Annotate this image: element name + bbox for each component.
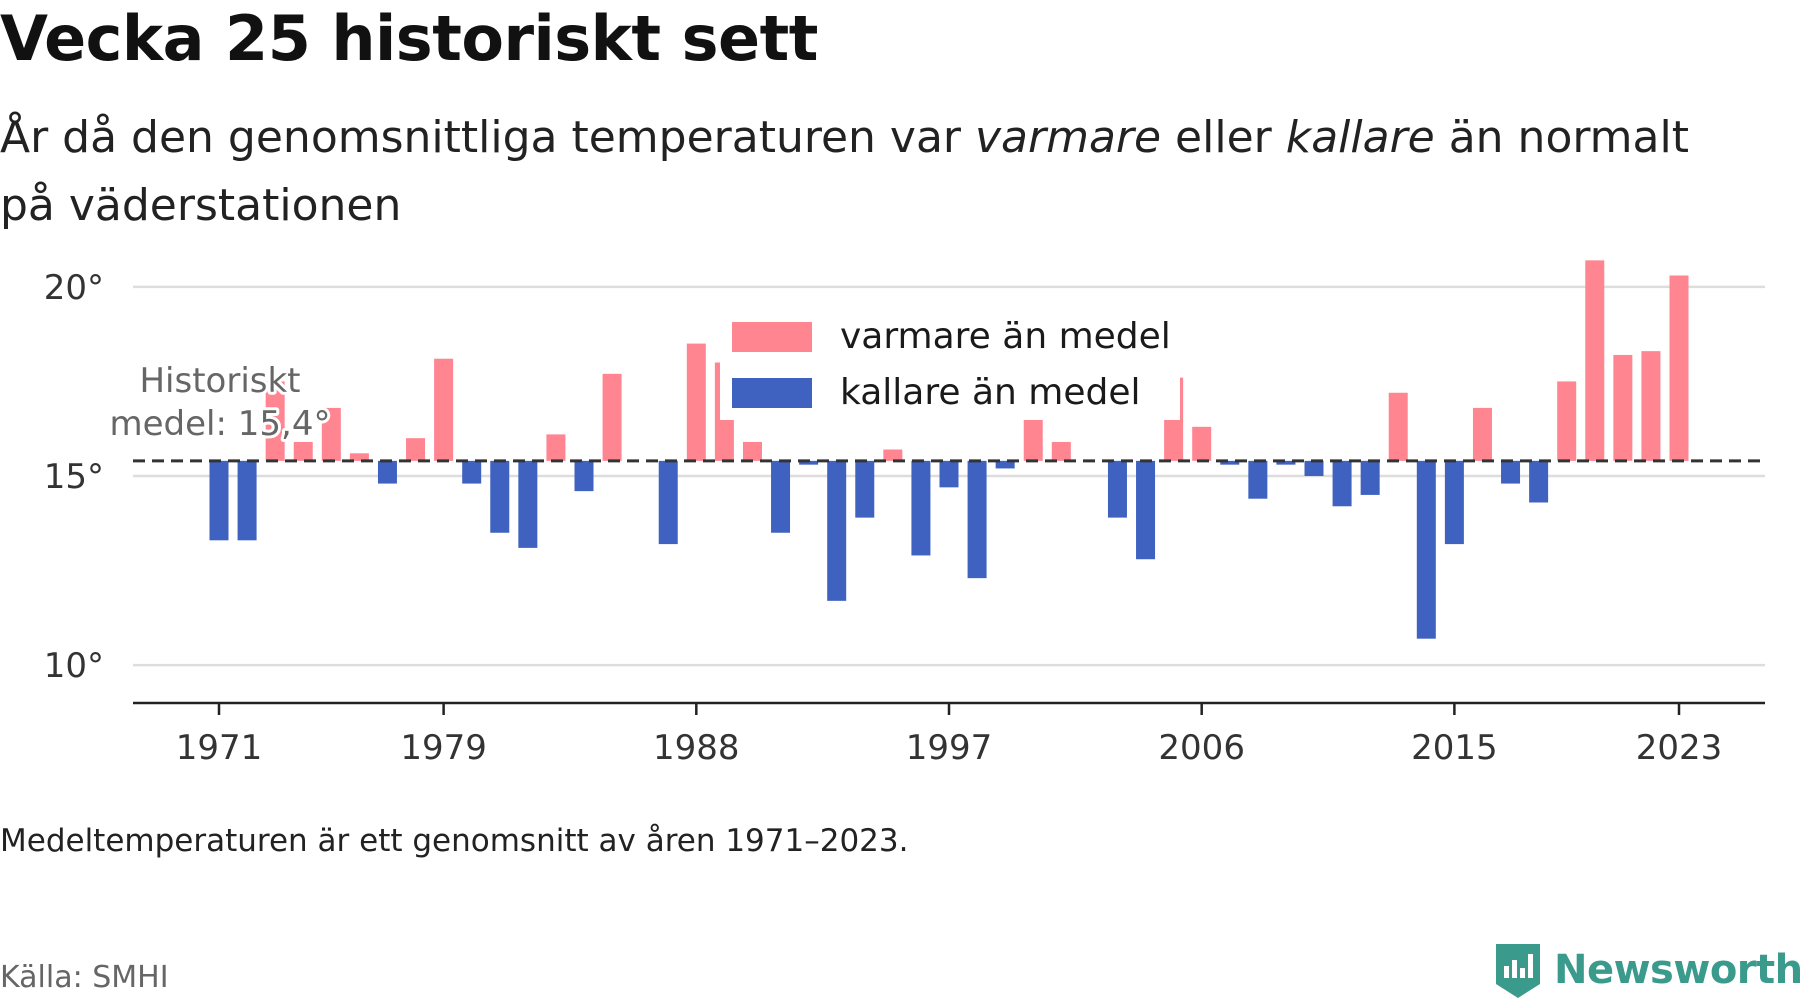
y-axis: 10° 15° 20° [44, 268, 104, 686]
bar-1978 [406, 438, 426, 461]
bar-2007 [1220, 460, 1240, 465]
bar-1996 [911, 460, 931, 556]
bar-1975 [321, 407, 341, 461]
bar-2019 [1557, 381, 1577, 461]
chart-title: Vecka 25 historiskt sett [0, 2, 818, 75]
x-tick-label: 1979 [400, 728, 487, 768]
bar-1998 [967, 460, 987, 579]
bar-2001 [1051, 441, 1071, 461]
bar-1979 [434, 358, 454, 461]
bar-1982 [518, 460, 538, 548]
bar-1971 [209, 460, 229, 541]
bar-1974 [293, 441, 313, 461]
legend-label-cold: kallare än medel [840, 372, 1140, 413]
bar-2010 [1304, 460, 1324, 476]
bar-1993 [827, 460, 847, 601]
x-tick-label: 2006 [1158, 728, 1245, 768]
subtitle-part-2: eller [1161, 112, 1286, 163]
bar-2009 [1276, 460, 1296, 465]
bar-1997 [939, 460, 959, 488]
bar-2018 [1529, 460, 1549, 503]
bar-1985 [602, 373, 622, 461]
newsworthy-logo-icon [1496, 944, 1540, 998]
bar-1990 [742, 441, 762, 461]
y-tick-label: 20° [44, 268, 104, 308]
bar-2015 [1444, 460, 1464, 545]
x-tick-label: 1988 [653, 728, 740, 768]
x-tick-label: 2023 [1636, 728, 1723, 768]
bar-1987 [658, 460, 678, 545]
bar-1988 [686, 343, 706, 461]
subtitle-part-3: än normalt på väderstationen [0, 112, 1689, 231]
bar-2020 [1585, 260, 1605, 461]
y-tick-label: 10° [44, 646, 104, 686]
bar-2011 [1332, 460, 1352, 507]
bar-1980 [462, 460, 482, 484]
bar-2012 [1360, 460, 1380, 495]
bar-2014 [1416, 460, 1436, 639]
bar-2013 [1388, 392, 1408, 461]
bar-1973 [265, 381, 285, 461]
bar-2000 [1023, 407, 1043, 461]
bar-1991 [771, 460, 791, 533]
bars [209, 260, 1689, 639]
bar-2017 [1501, 460, 1521, 484]
y-tick-label: 15° [44, 457, 104, 497]
legend: varmare än medel kallare än medel [720, 308, 1180, 420]
subtitle-warm-word: varmare [974, 112, 1162, 163]
bar-2016 [1472, 407, 1492, 461]
bar-1981 [490, 460, 510, 533]
x-tick-label: 1997 [906, 728, 993, 768]
bar-2006 [1192, 426, 1212, 461]
chart-subtitle: År då den genomsnittliga temperaturen va… [0, 104, 1720, 240]
bar-1999 [995, 460, 1015, 469]
brand-name: Newsworthy [1554, 947, 1800, 993]
bar-2022 [1641, 351, 1661, 461]
bar-2004 [1136, 460, 1156, 560]
bar-2003 [1107, 460, 1127, 518]
bar-1984 [574, 460, 594, 492]
x-tick-label: 1971 [176, 728, 263, 768]
baseline-label-line-1: Historiskt [139, 361, 300, 401]
bar-1976 [349, 453, 369, 461]
legend-swatch-cold [732, 378, 812, 408]
subtitle-part-1: År då den genomsnittliga temperaturen va… [0, 112, 975, 163]
x-axis: 1971 1979 1988 1997 2006 2015 2023 [176, 703, 1723, 768]
legend-swatch-warm [732, 322, 812, 352]
footnote: Medeltemperaturen är ett genomsnitt av å… [0, 823, 909, 859]
bar-2023 [1669, 275, 1689, 461]
subtitle-cold-word: kallare [1285, 112, 1435, 163]
legend-label-warm: varmare än medel [840, 316, 1171, 357]
bar-1983 [546, 434, 566, 461]
bar-1977 [377, 460, 397, 484]
bar-2008 [1248, 460, 1268, 499]
bar-1995 [883, 449, 903, 461]
brand-logo: Newsworthy [1492, 938, 1800, 1002]
bar-1992 [799, 460, 819, 465]
source-label: Källa: SMHI [0, 960, 169, 995]
bar-1972 [237, 460, 257, 541]
baseline-label-line-2: medel: 15,4° [110, 404, 331, 444]
bar-1994 [855, 460, 875, 518]
bar-2021 [1613, 354, 1633, 461]
x-tick-label: 2015 [1411, 728, 1498, 768]
